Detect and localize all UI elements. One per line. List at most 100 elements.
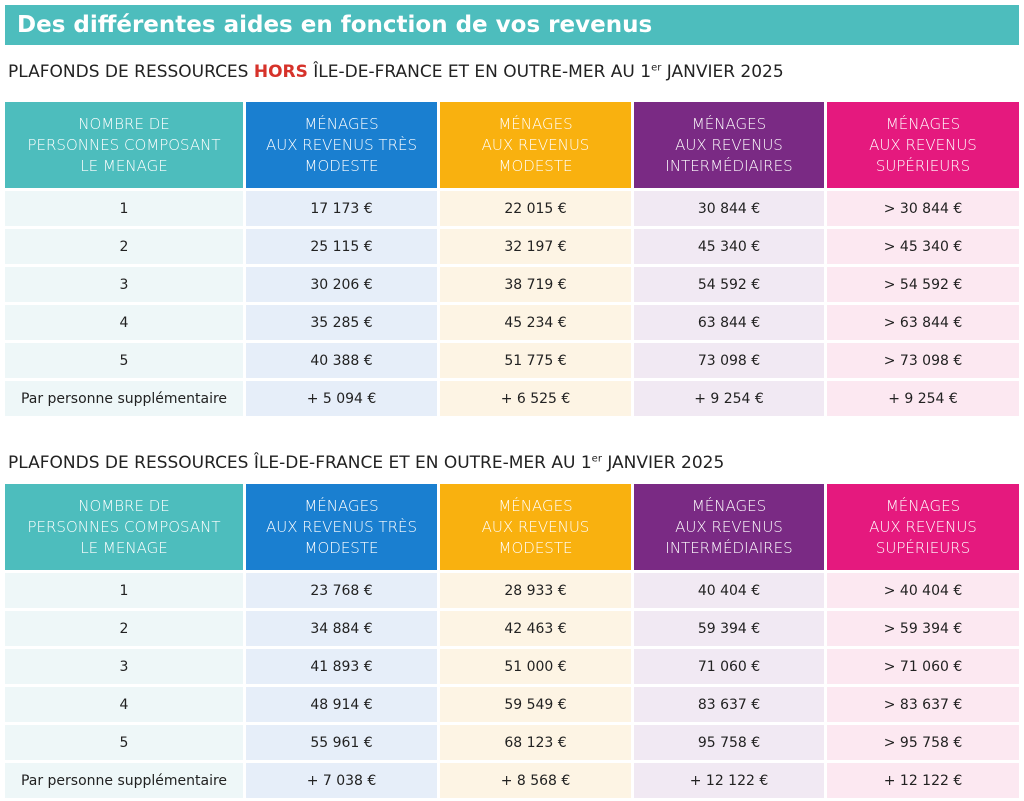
- header-line: AUX REVENUS: [869, 517, 977, 536]
- cell: 30 206 €: [246, 267, 437, 302]
- header-line: AUX REVENUS: [675, 135, 783, 154]
- header-cell: MÉNAGES AUX REVENUS SUPÉRIEURS: [827, 484, 1019, 570]
- cell: + 7 038 €: [246, 763, 437, 798]
- cell: 40 388 €: [246, 343, 437, 378]
- cell: > 63 844 €: [827, 305, 1019, 340]
- cell: 38 719 €: [440, 267, 631, 302]
- cell: 2: [5, 229, 243, 264]
- header-cell: NOMBRE DE PERSONNES COMPOSANT LE MENAGE: [5, 102, 243, 188]
- cell: 25 115 €: [246, 229, 437, 264]
- banner: Des différentes aides en fonction de vos…: [5, 5, 1019, 45]
- header-line: PERSONNES COMPOSANT: [27, 135, 221, 154]
- header-line: AUX REVENUS TRÈS: [266, 517, 417, 536]
- table: NOMBRE DE PERSONNES COMPOSANT LE MENAGE MÉN…: [5, 484, 1019, 798]
- cell: > 59 394 €: [827, 611, 1019, 646]
- cell: 48 914 €: [246, 687, 437, 722]
- cell: + 12 122 €: [827, 763, 1019, 798]
- cell: + 8 568 €: [440, 763, 631, 798]
- cell: 1: [5, 191, 243, 226]
- cell: 71 060 €: [634, 649, 824, 684]
- header-line: AUX REVENUS: [869, 135, 977, 154]
- cell: 34 884 €: [246, 611, 437, 646]
- cell: Par personne supplémentaire: [5, 763, 243, 798]
- cell: > 54 592 €: [827, 267, 1019, 302]
- table: NOMBRE DE PERSONNES COMPOSANT LE MENAGE MÉN…: [5, 102, 1019, 416]
- header-line: INTERMÉDIAIRES: [665, 156, 793, 175]
- header-line: MÉNAGES: [885, 496, 961, 515]
- title-part: PLAFONDS DE RESSOURCES ÎLE-DE-FRANCE ET …: [8, 453, 592, 473]
- cell: > 71 060 €: [827, 649, 1019, 684]
- cell: 73 098 €: [634, 343, 824, 378]
- cell: 28 933 €: [440, 573, 631, 608]
- cell: > 95 758 €: [827, 725, 1019, 760]
- header-cell: MÉNAGES AUX REVENUS INTERMÉDIAIRES: [634, 102, 824, 188]
- cell: + 5 094 €: [246, 381, 437, 416]
- cell: 54 592 €: [634, 267, 824, 302]
- title-part: ÎLE-DE-FRANCE ET EN OUTRE-MER AU 1: [307, 62, 652, 82]
- header-cell: MÉNAGES AUX REVENUS SUPÉRIEURS: [827, 102, 1019, 188]
- header-cell: MÉNAGES AUX REVENUS MODESTE: [440, 102, 631, 188]
- cell: > 40 404 €: [827, 573, 1019, 608]
- title-sup: er: [591, 453, 602, 465]
- cell: 35 285 €: [246, 305, 437, 340]
- header-line: AUX REVENUS: [481, 517, 590, 536]
- header-line: MÉNAGES: [304, 496, 379, 515]
- cell: 63 844 €: [634, 305, 824, 340]
- header-line: PERSONNES COMPOSANT: [27, 517, 221, 536]
- cell: 45 340 €: [634, 229, 824, 264]
- header-line: MÉNAGES: [304, 114, 379, 133]
- cell: 17 173 €: [246, 191, 437, 226]
- cell: 68 123 €: [440, 725, 631, 760]
- cell: + 6 525 €: [440, 381, 631, 416]
- header-line: MÉNAGES: [691, 496, 767, 515]
- cell: 22 015 €: [440, 191, 631, 226]
- cell: 95 758 €: [634, 725, 824, 760]
- header-line: NOMBRE DE: [78, 496, 170, 515]
- header-cell: MÉNAGES AUX REVENUS INTERMÉDIAIRES: [634, 484, 824, 570]
- cell: > 73 098 €: [827, 343, 1019, 378]
- cell: 59 394 €: [634, 611, 824, 646]
- cell: 41 893 €: [246, 649, 437, 684]
- header-line: INTERMÉDIAIRES: [665, 538, 793, 557]
- cell: 23 768 €: [246, 573, 437, 608]
- title-part: HORS: [253, 62, 308, 82]
- header-cell: MÉNAGES AUX REVENUS TRÈS MODESTE: [246, 484, 437, 570]
- cell: + 9 254 €: [634, 381, 824, 416]
- cell: 32 197 €: [440, 229, 631, 264]
- header-line: MODESTE: [304, 156, 379, 175]
- cell: Par personne supplémentaire: [5, 381, 243, 416]
- header-cell: NOMBRE DE PERSONNES COMPOSANT LE MENAGE: [5, 484, 243, 570]
- cell: 55 961 €: [246, 725, 437, 760]
- header-line: MODESTE: [498, 156, 573, 175]
- title-part: JANVIER 2025: [661, 62, 784, 82]
- cell: 30 844 €: [634, 191, 824, 226]
- title-sup: er: [651, 62, 662, 74]
- header-line: MÉNAGES: [498, 114, 573, 133]
- cell: 51 000 €: [440, 649, 631, 684]
- cell: 51 775 €: [440, 343, 631, 378]
- cell: 1: [5, 573, 243, 608]
- header-line: LE MENAGE: [80, 538, 168, 557]
- cell: > 30 844 €: [827, 191, 1019, 226]
- header-line: AUX REVENUS: [481, 135, 590, 154]
- cell: 3: [5, 267, 243, 302]
- cell: > 83 637 €: [827, 687, 1019, 722]
- cell: + 12 122 €: [634, 763, 824, 798]
- cell: 3: [5, 649, 243, 684]
- header-line: SUPÉRIEURS: [875, 538, 971, 557]
- header-line: LE MENAGE: [80, 156, 168, 175]
- cell: > 45 340 €: [827, 229, 1019, 264]
- title-part: PLAFONDS DE RESSOURCES: [8, 62, 254, 82]
- header-cell: MÉNAGES AUX REVENUS MODESTE: [440, 484, 631, 570]
- table-title: PLAFONDS DE RESSOURCES HORS ÎLE-DE-FRANC…: [8, 62, 784, 82]
- cell: 42 463 €: [440, 611, 631, 646]
- header-cell: MÉNAGES AUX REVENUS TRÈS MODESTE: [246, 102, 437, 188]
- cell: 4: [5, 687, 243, 722]
- header-line: SUPÉRIEURS: [875, 156, 971, 175]
- header-line: NOMBRE DE: [78, 114, 170, 133]
- cell: 4: [5, 305, 243, 340]
- cell: 40 404 €: [634, 573, 824, 608]
- header-line: MODESTE: [304, 538, 379, 557]
- header-line: AUX REVENUS TRÈS: [266, 135, 417, 154]
